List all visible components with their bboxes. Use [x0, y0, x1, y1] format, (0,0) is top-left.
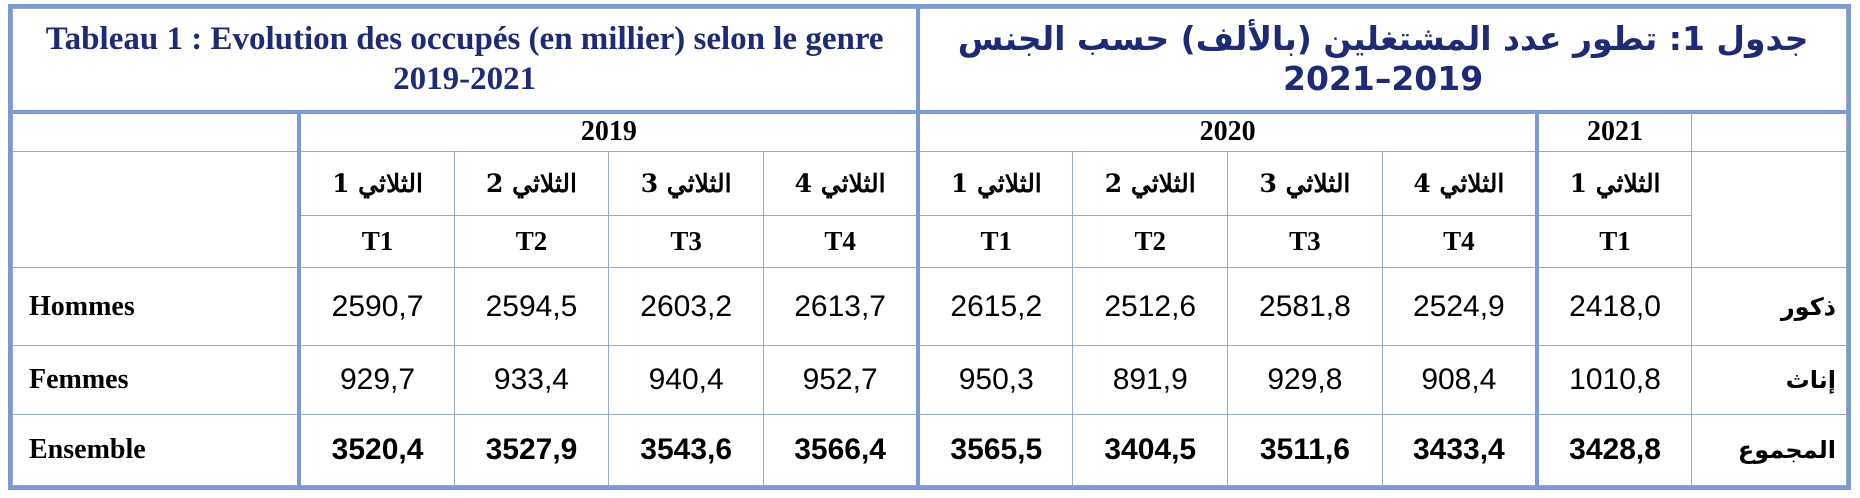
- cell-hommes-4: 2615,2: [916, 267, 1074, 347]
- cell-hommes-1: 2594,5: [453, 267, 610, 347]
- cell-ensemble-2: 3543,6: [608, 413, 764, 487]
- cell-hommes-7: 2524,9: [1381, 267, 1538, 347]
- cell-ensemble-0: 3520,4: [297, 413, 455, 487]
- quarter-ar-5: الثلاثي 2: [1072, 150, 1229, 216]
- cell-ensemble-5: 3404,5: [1072, 413, 1229, 487]
- table-row: Femmes 929,7 933,4 940,4 952,7 950,3 891…: [12, 345, 1847, 415]
- table-row: Hommes 2590,7 2594,5 2603,2 2613,7 2615,…: [12, 267, 1847, 347]
- quarter-ar-6: الثلاثي 3: [1227, 150, 1383, 216]
- quarter-header-spacer: [12, 150, 300, 269]
- cell-femmes-0: 929,7: [297, 345, 455, 415]
- year-2019: 2019: [297, 111, 919, 152]
- title-arabic-line1: جدول 1: تطور عدد المشتغلين (بالألف) حسب …: [957, 19, 1809, 59]
- quarter-ar-0: الثلاثي 1: [297, 150, 455, 216]
- cell-hommes-6: 2581,8: [1227, 267, 1383, 347]
- title-arabic: جدول 1: تطور عدد المشتغلين (بالألف) حسب …: [916, 7, 1848, 114]
- table-frame: Tableau 1 : Evolution des occupés (en mi…: [8, 4, 1851, 490]
- quarter-ar-7: الثلاثي 4: [1381, 150, 1538, 216]
- quarter-code-5: T2: [1072, 214, 1229, 269]
- year-2020: 2020: [916, 111, 1538, 152]
- title-arabic-line2: 2021–2019: [1283, 59, 1484, 99]
- title-french: Tableau 1 : Evolution des occupés (en mi…: [12, 7, 919, 114]
- quarter-code-7: T4: [1381, 214, 1538, 269]
- quarter-ar-8: الثلاثي 1: [1534, 150, 1693, 216]
- quarter-ar-2: الثلاثي 3: [608, 150, 764, 216]
- quarter-code-6: T3: [1227, 214, 1383, 269]
- year-2021: 2021: [1534, 111, 1693, 152]
- cell-femmes-7: 908,4: [1381, 345, 1538, 415]
- cell-ensemble-7: 3433,4: [1381, 413, 1538, 487]
- employment-table: Tableau 1 : Evolution des occupés (en mi…: [12, 7, 1848, 487]
- cell-hommes-3: 2613,7: [763, 267, 919, 347]
- cell-femmes-3: 952,7: [763, 345, 919, 415]
- cell-ensemble-4: 3565,5: [916, 413, 1074, 487]
- cell-femmes-1: 933,4: [453, 345, 610, 415]
- cell-hommes-5: 2512,6: [1072, 267, 1229, 347]
- cell-femmes-8: 1010,8: [1534, 345, 1693, 415]
- quarter-ar-1: الثلاثي 2: [453, 150, 610, 216]
- cell-femmes-2: 940,4: [608, 345, 764, 415]
- quarter-code-2: T3: [608, 214, 764, 269]
- cell-ensemble-8: 3428,8: [1534, 413, 1693, 487]
- row-label-hommes: Hommes: [12, 267, 300, 347]
- row-label-ar-femmes: إناث: [1691, 345, 1847, 415]
- quarter-ar-3: الثلاثي 4: [763, 150, 919, 216]
- quarter-code-4: T1: [916, 214, 1074, 269]
- year-row-spacer-right: [1691, 111, 1847, 152]
- quarter-code-8: T1: [1534, 214, 1693, 269]
- cell-femmes-6: 929,8: [1227, 345, 1383, 415]
- quarter-code-3: T4: [763, 214, 919, 269]
- cell-femmes-4: 950,3: [916, 345, 1074, 415]
- cell-femmes-5: 891,9: [1072, 345, 1229, 415]
- quarter-code-1: T2: [453, 214, 610, 269]
- row-label-ar-hommes: ذكور: [1691, 267, 1847, 347]
- table-row: Ensemble 3520,4 3527,9 3543,6 3566,4 356…: [12, 413, 1847, 487]
- cell-hommes-8: 2418,0: [1534, 267, 1693, 347]
- cell-hommes-2: 2603,2: [608, 267, 764, 347]
- cell-ensemble-6: 3511,6: [1227, 413, 1383, 487]
- cell-ensemble-1: 3527,9: [453, 413, 610, 487]
- year-row-spacer: [12, 111, 300, 152]
- cell-ensemble-3: 3566,4: [763, 413, 919, 487]
- cell-hommes-0: 2590,7: [297, 267, 455, 347]
- quarter-code-0: T1: [297, 214, 455, 269]
- row-label-femmes: Femmes: [12, 345, 300, 415]
- quarter-header-spacer-right: [1691, 150, 1847, 269]
- quarter-ar-4: الثلاثي 1: [916, 150, 1074, 216]
- row-label-ensemble: Ensemble: [12, 413, 300, 487]
- row-label-ar-ensemble: المجموع: [1691, 413, 1847, 487]
